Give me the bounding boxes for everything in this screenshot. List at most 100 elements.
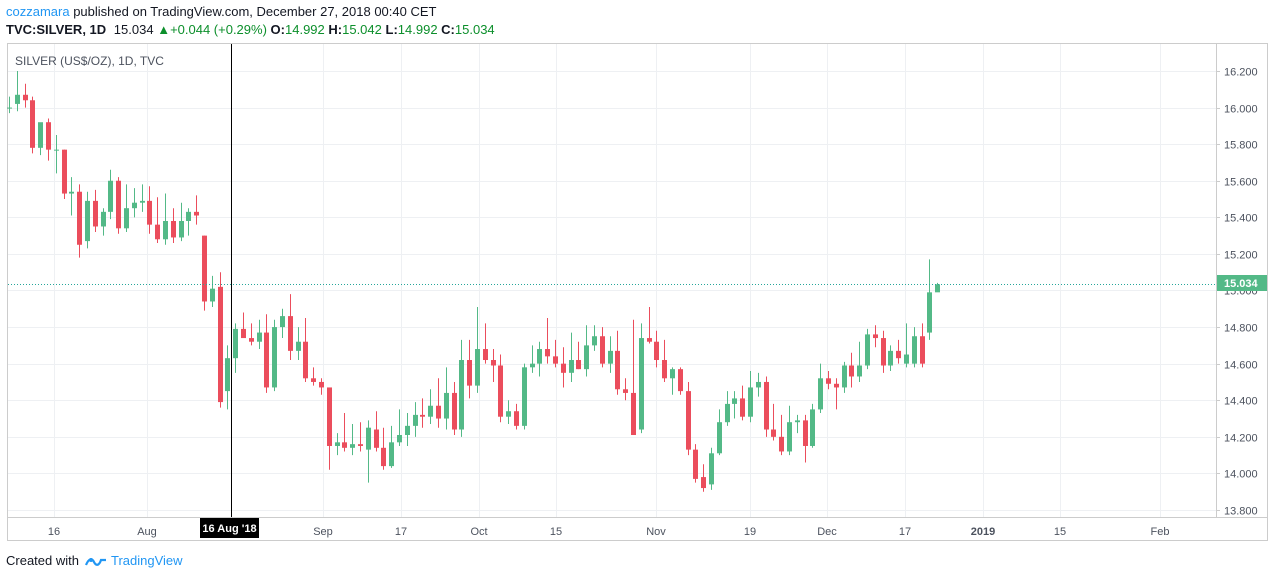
candle-body [553, 356, 558, 364]
candle-body [857, 365, 862, 377]
candle-body [561, 363, 566, 373]
candle-body [85, 200, 90, 242]
candle-body [23, 94, 28, 101]
candle-body [483, 349, 488, 361]
price-tick-label: 14.800 [1224, 323, 1258, 335]
time-tick-label: Feb [1151, 526, 1170, 538]
candle-body [288, 316, 293, 351]
candle-body [935, 284, 940, 293]
candle-body [631, 392, 636, 436]
price-tick-label: 14.400 [1224, 396, 1258, 408]
candle-body [116, 180, 121, 229]
candle-body [600, 336, 605, 364]
candle-body [264, 332, 269, 388]
open-value: 14.992 [285, 22, 325, 37]
candle-body [795, 420, 800, 423]
candle-body [748, 387, 753, 417]
time-tick-label: 19 [744, 526, 756, 538]
author-link[interactable]: cozzamara [6, 4, 70, 19]
candle-body [693, 449, 698, 479]
time-tick-label: Nov [646, 526, 666, 538]
price-tick-label: 16.000 [1224, 104, 1258, 116]
candle-body [584, 345, 589, 370]
price-tick-label: 15.600 [1224, 177, 1258, 189]
candle-body [202, 235, 207, 302]
candle-body [147, 200, 152, 225]
last-price: 15.034 [113, 22, 154, 37]
candle-body [335, 442, 340, 446]
price-tick-label: 16.200 [1224, 67, 1258, 79]
candle-body [498, 365, 503, 417]
time-axis[interactable]: 16 Aug Sep 17 Oct 15 Nov 19 Dec 17 2019 15 Feb [48, 526, 1170, 538]
low-label: L: [385, 22, 398, 37]
candle-body [428, 405, 433, 417]
candle-body [834, 383, 839, 388]
up-triangle-icon: ▲ [157, 22, 171, 37]
high-label: H: [328, 22, 343, 37]
price-tick-label: 14.600 [1224, 360, 1258, 372]
candle-body [709, 453, 714, 485]
candle-body [311, 378, 316, 382]
tradingview-brand-link[interactable]: TradingView [110, 553, 183, 568]
candle-body [381, 447, 386, 467]
candle-body [927, 292, 932, 333]
price-tick-label: 13.800 [1224, 506, 1258, 518]
grid-lines [8, 44, 1216, 517]
candle-body [725, 403, 730, 423]
crosshair-label-bg [200, 518, 259, 538]
candle-body [764, 381, 769, 430]
candle-body [475, 349, 480, 386]
candle-body [701, 477, 706, 489]
candle-body [7, 107, 12, 109]
candle-body [163, 220, 168, 240]
candle-body [779, 436, 784, 452]
publish-line: cozzamara published on TradingView.com, … [6, 4, 436, 19]
price-tick-label: 15.200 [1224, 250, 1258, 262]
candle-body [849, 365, 854, 377]
candle-body [218, 286, 223, 403]
time-tick-label: Oct [470, 526, 487, 538]
candle-body [662, 360, 667, 379]
low-value: 14.992 [397, 22, 438, 37]
price-tick-label: 15.400 [1224, 213, 1258, 225]
candle-body [397, 435, 402, 443]
candle-body [717, 422, 722, 454]
crosshair-label: 16 Aug '18 [202, 523, 256, 535]
price-axis[interactable]: 16.200 16.000 15.800 15.600 15.400 15.200 15.0… [1216, 67, 1258, 518]
candle-body [358, 444, 363, 446]
candle-body [241, 328, 246, 339]
candle-body [639, 338, 644, 430]
candle-body [62, 149, 67, 194]
candle-body [842, 365, 847, 388]
candle-body [194, 211, 199, 216]
candle-body [171, 220, 176, 238]
candle-body [803, 420, 808, 446]
close-label: C: [441, 22, 455, 37]
footer: Created with TradingView [6, 553, 183, 568]
candle-body [912, 336, 917, 364]
candle-body [459, 360, 464, 430]
plot-border [7, 43, 1268, 541]
candle-body [881, 338, 886, 366]
candle-body [647, 338, 652, 342]
candle-body [155, 224, 160, 240]
price-label: 15.034 [1224, 278, 1259, 290]
candle-body [303, 341, 308, 379]
candle-body [569, 360, 574, 373]
candle-body [436, 405, 441, 419]
created-with-label: Created with [6, 553, 79, 568]
price-tick-label: 14.000 [1224, 469, 1258, 481]
time-tick-label: 2019 [971, 526, 995, 538]
candle-body [249, 338, 254, 342]
candle-body [132, 202, 137, 209]
candle-body [54, 149, 59, 151]
time-tick-label: 17 [395, 526, 407, 538]
candle-body [506, 411, 511, 417]
candle-body [615, 350, 620, 390]
candle-body [732, 398, 737, 404]
candle-body [530, 363, 535, 368]
high-value: 15.042 [342, 22, 382, 37]
tradingview-logo-icon[interactable] [84, 554, 107, 568]
candle-body [826, 378, 831, 384]
